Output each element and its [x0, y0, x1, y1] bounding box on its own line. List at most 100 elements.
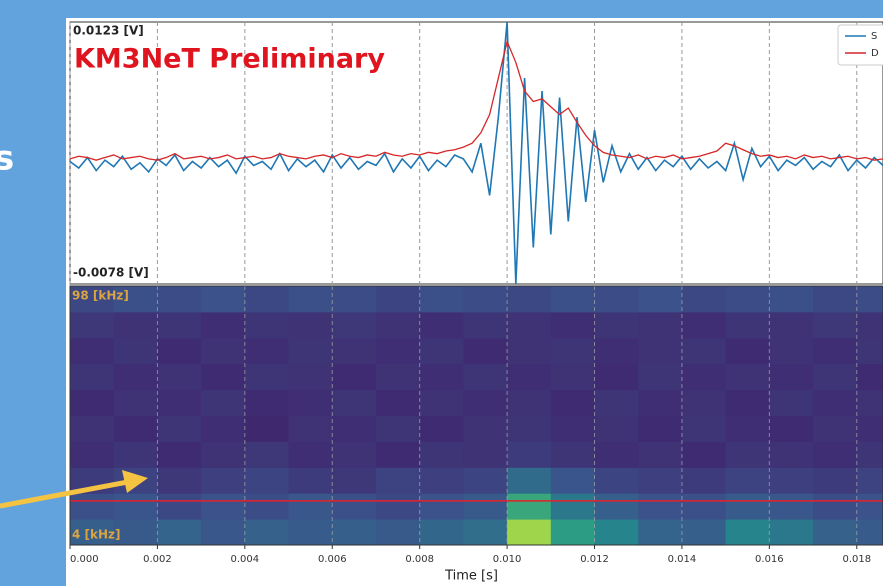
cells — [70, 286, 883, 546]
x-tick-label: 0.012 — [580, 554, 609, 565]
heat-cell — [289, 441, 333, 467]
heat-cell — [682, 416, 726, 442]
heat-cell — [289, 364, 333, 390]
heat-cell — [726, 338, 770, 364]
heat-cell — [595, 519, 639, 545]
heat-cell — [420, 312, 464, 338]
heat-cell — [507, 312, 551, 338]
heat-cell — [289, 493, 333, 519]
heat-cell — [70, 338, 114, 364]
heat-cell — [551, 519, 595, 545]
heat-cell — [245, 364, 289, 390]
heat-cell — [332, 390, 376, 416]
heat-cell — [857, 364, 883, 390]
heat-cell — [201, 286, 245, 312]
heat-cell — [682, 312, 726, 338]
heat-cell — [595, 467, 639, 493]
heat-cell — [463, 519, 507, 545]
heat-cell — [857, 338, 883, 364]
heat-cell — [551, 441, 595, 467]
heat-cell — [551, 364, 595, 390]
heat-cell — [245, 390, 289, 416]
heat-cell — [201, 390, 245, 416]
heat-cell — [157, 286, 201, 312]
heat-cell — [332, 286, 376, 312]
heat-cell — [245, 286, 289, 312]
heat-cell — [769, 519, 813, 545]
heat-cell — [551, 338, 595, 364]
heat-cell — [114, 390, 158, 416]
heat-cell — [682, 441, 726, 467]
heat-cell — [289, 312, 333, 338]
heat-cell — [551, 390, 595, 416]
heat-cell — [813, 441, 857, 467]
heat-cell — [638, 441, 682, 467]
heat-cell — [157, 390, 201, 416]
heat-cell — [463, 441, 507, 467]
heat-cell — [857, 390, 883, 416]
heat-cell — [420, 390, 464, 416]
heat-cell — [813, 519, 857, 545]
legend: SD — [838, 25, 883, 65]
spectrogram-plot: 0.0000.0020.0040.0060.0080.0100.0120.014… — [70, 286, 883, 584]
heat-cell — [769, 286, 813, 312]
heat-cell — [245, 441, 289, 467]
heat-cell — [638, 364, 682, 390]
heat-cell — [376, 286, 420, 312]
heat-cell — [114, 416, 158, 442]
heat-cell — [201, 467, 245, 493]
heat-cell — [507, 441, 551, 467]
heat-cell — [595, 286, 639, 312]
heat-cell — [463, 338, 507, 364]
heat-cell — [245, 519, 289, 545]
heat-cell — [245, 467, 289, 493]
heat-cell — [857, 286, 883, 312]
heat-cell — [638, 493, 682, 519]
heat-cell — [769, 364, 813, 390]
heat-cell — [551, 493, 595, 519]
heat-cell — [245, 312, 289, 338]
heat-cell — [507, 467, 551, 493]
heat-cell — [376, 338, 420, 364]
heat-cell — [507, 416, 551, 442]
heat-cell — [420, 493, 464, 519]
heat-cell — [376, 312, 420, 338]
heat-cell — [157, 364, 201, 390]
heat-cell — [463, 467, 507, 493]
heat-cell — [726, 416, 770, 442]
heat-cell — [463, 364, 507, 390]
heat-cell — [376, 441, 420, 467]
heat-cell — [376, 519, 420, 545]
heat-cell — [463, 390, 507, 416]
heat-cell — [201, 441, 245, 467]
heat-cell — [420, 364, 464, 390]
heat-cell — [726, 519, 770, 545]
y-tick-label: 4 [kHz] — [72, 528, 121, 542]
heat-cell — [638, 519, 682, 545]
heat-cell — [157, 467, 201, 493]
heat-cell — [682, 467, 726, 493]
heat-cell — [376, 416, 420, 442]
heat-cell — [726, 364, 770, 390]
heat-cell — [769, 467, 813, 493]
x-axis-label: Time [s] — [444, 569, 498, 584]
heat-cell — [420, 467, 464, 493]
heat-cell — [70, 416, 114, 442]
heat-cell — [769, 390, 813, 416]
annotation: KM3NeT Preliminary — [74, 44, 385, 75]
x-tick-label: 0.008 — [405, 554, 434, 565]
heat-cell — [420, 441, 464, 467]
heat-cell — [551, 467, 595, 493]
heat-cell — [813, 416, 857, 442]
heat-cell — [682, 338, 726, 364]
heat-cell — [114, 493, 158, 519]
legend-label: S — [871, 31, 877, 42]
heat-cell — [507, 493, 551, 519]
heat-cell — [551, 312, 595, 338]
y-tick-label: -0.0078 [V] — [73, 266, 149, 280]
heat-cell — [376, 493, 420, 519]
heat-cell — [245, 416, 289, 442]
heat-cell — [507, 390, 551, 416]
heat-cell — [638, 467, 682, 493]
heat-cell — [726, 441, 770, 467]
